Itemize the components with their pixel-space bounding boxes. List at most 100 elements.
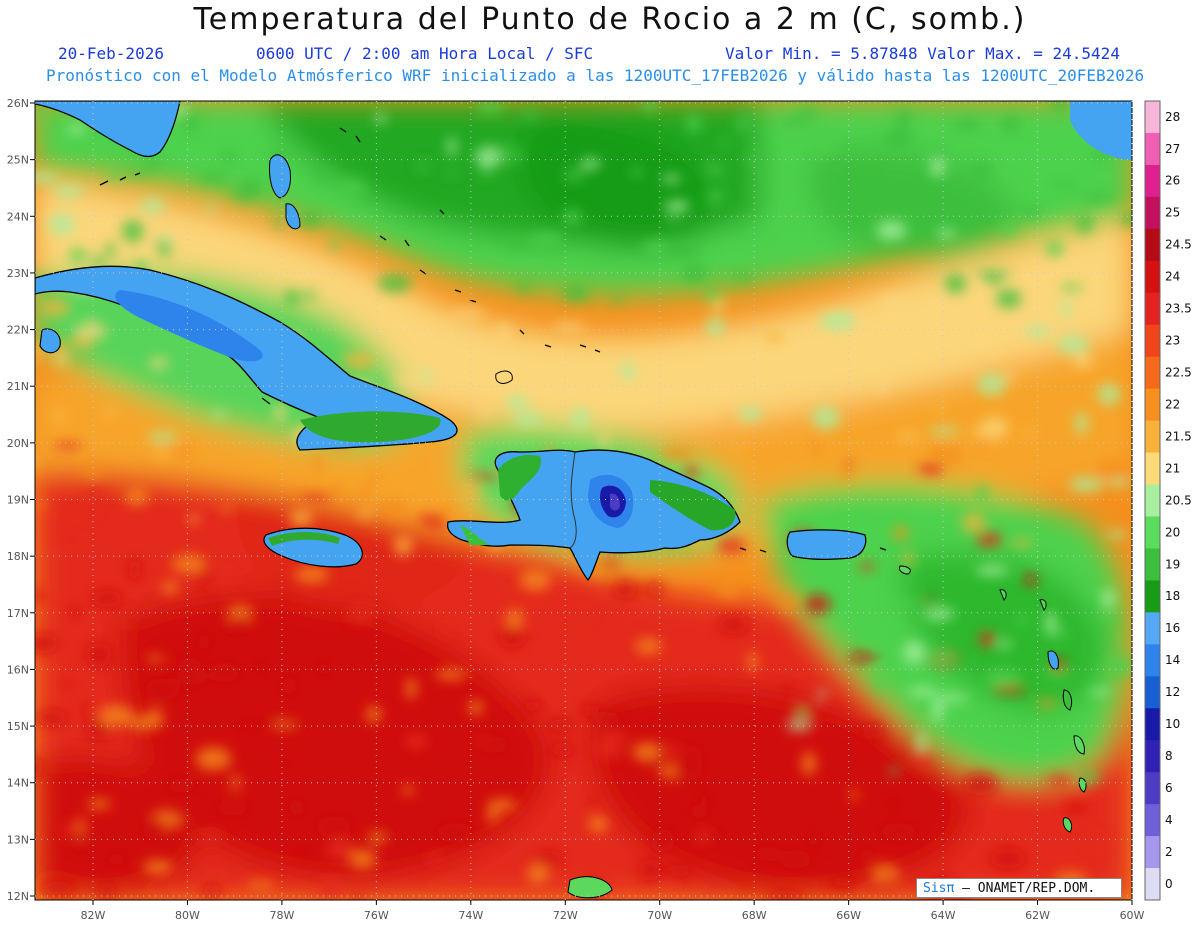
colorbar-label: 16 (1165, 621, 1180, 635)
field-speckle (140, 198, 166, 214)
field-speckle (1068, 476, 1104, 493)
field-speckle (848, 651, 878, 663)
field-speckle (69, 336, 96, 350)
land-cuba (35, 265, 458, 451)
colorbar-label: 22.5 (1165, 365, 1192, 379)
field-speckle (764, 332, 784, 343)
field-speckle (895, 109, 912, 133)
field-speckle (719, 137, 732, 146)
field-speckle (908, 686, 937, 697)
field-speckle (98, 704, 135, 727)
field-speckle (1071, 353, 1094, 368)
field-speckle (924, 607, 955, 621)
colorbar-label: 12 (1165, 685, 1180, 699)
field-speckle (209, 662, 240, 682)
field-speckle (917, 462, 945, 475)
field-speckle (393, 535, 413, 557)
field-speckle (992, 685, 1028, 694)
field-speckle (241, 178, 264, 196)
field-speckle (595, 736, 623, 760)
field-speckle (183, 110, 200, 134)
field-speckle (265, 715, 278, 727)
field-speckle (887, 767, 901, 774)
field-speckle (1103, 609, 1115, 621)
field-speckle (460, 480, 479, 503)
valid-date: 20-Feb-2026 (58, 44, 164, 63)
field-speckle (612, 294, 623, 304)
field-speckle (636, 584, 646, 593)
field-speckle (1104, 531, 1130, 538)
field-speckle (406, 677, 417, 700)
field-speckle (370, 469, 379, 487)
plot-frame (34, 100, 1133, 901)
field-speckle (642, 239, 671, 256)
field-speckle (91, 256, 105, 267)
colorbar-label: 21 (1165, 461, 1180, 475)
lon-label: 78W (269, 909, 294, 922)
colorbar-label: 20 (1165, 525, 1180, 539)
field-speckle (393, 373, 429, 387)
field-speckle (931, 401, 946, 412)
field-speckle (200, 568, 211, 590)
field-speckle (1104, 654, 1132, 678)
field-speckle (878, 621, 906, 631)
field-speckle (1120, 212, 1132, 226)
field-speckle (681, 261, 708, 283)
colorbar-label: 21.5 (1165, 429, 1192, 443)
field-speckle (1023, 326, 1052, 337)
field-speckle (870, 620, 884, 642)
field-speckle (437, 503, 454, 515)
field-speckle (52, 441, 83, 450)
field-speckle (229, 615, 250, 631)
field-speckle (342, 351, 377, 370)
field-speckle (148, 357, 169, 369)
field-speckle (519, 110, 542, 121)
field-speckle (705, 185, 726, 208)
field-speckle (451, 308, 487, 318)
field-speckle (1016, 613, 1027, 626)
field-speckle (1081, 192, 1117, 203)
field-speckle (548, 718, 573, 732)
field-speckle (366, 706, 382, 723)
field-speckle (745, 186, 774, 195)
field-speckle (648, 755, 664, 769)
field-speckle (86, 642, 112, 667)
field-speckle (355, 507, 375, 519)
lat-label: 22N (7, 324, 29, 337)
field-speckle (665, 240, 700, 258)
field-speckle (534, 850, 563, 867)
land-isla-juventud (39, 328, 61, 354)
field-speckle (1076, 213, 1094, 234)
colorbar-label: 2 (1165, 845, 1173, 859)
field-speckle (930, 157, 946, 177)
field-speckle (820, 312, 856, 331)
field-speckle (818, 689, 827, 699)
field-speckle (1046, 775, 1076, 786)
field-speckle (979, 417, 1009, 440)
colorbar-swatch (1145, 612, 1160, 645)
lon-label: 68W (742, 909, 767, 922)
field-speckle (734, 111, 753, 135)
colorbar-label: 14 (1165, 653, 1180, 667)
field-speckle (35, 172, 59, 183)
field-speckle (47, 408, 68, 423)
field-speckle (1039, 670, 1072, 678)
colorbar-swatch (1145, 452, 1160, 486)
field-speckle (221, 504, 231, 513)
lon-label: 62W (1025, 909, 1050, 922)
field-speckle (754, 847, 783, 862)
field-speckle (144, 708, 164, 730)
field-speckle (1011, 539, 1033, 547)
field-speckle (562, 285, 590, 302)
longitude-axis: 82W 80W 78W 76W 74W 72W 70W 68W 66W 64W 62W 60W (81, 909, 1145, 922)
field-speckle (316, 879, 346, 898)
field-speckle (289, 509, 314, 527)
field-speckle (1063, 803, 1088, 812)
field-speckle (949, 120, 985, 132)
field-speckle (529, 232, 564, 246)
colorbar-swatch (1145, 228, 1160, 262)
field-speckle (880, 823, 917, 841)
field-speckle (230, 774, 240, 790)
field-speckle (105, 241, 115, 259)
land-jamaica (263, 527, 363, 568)
